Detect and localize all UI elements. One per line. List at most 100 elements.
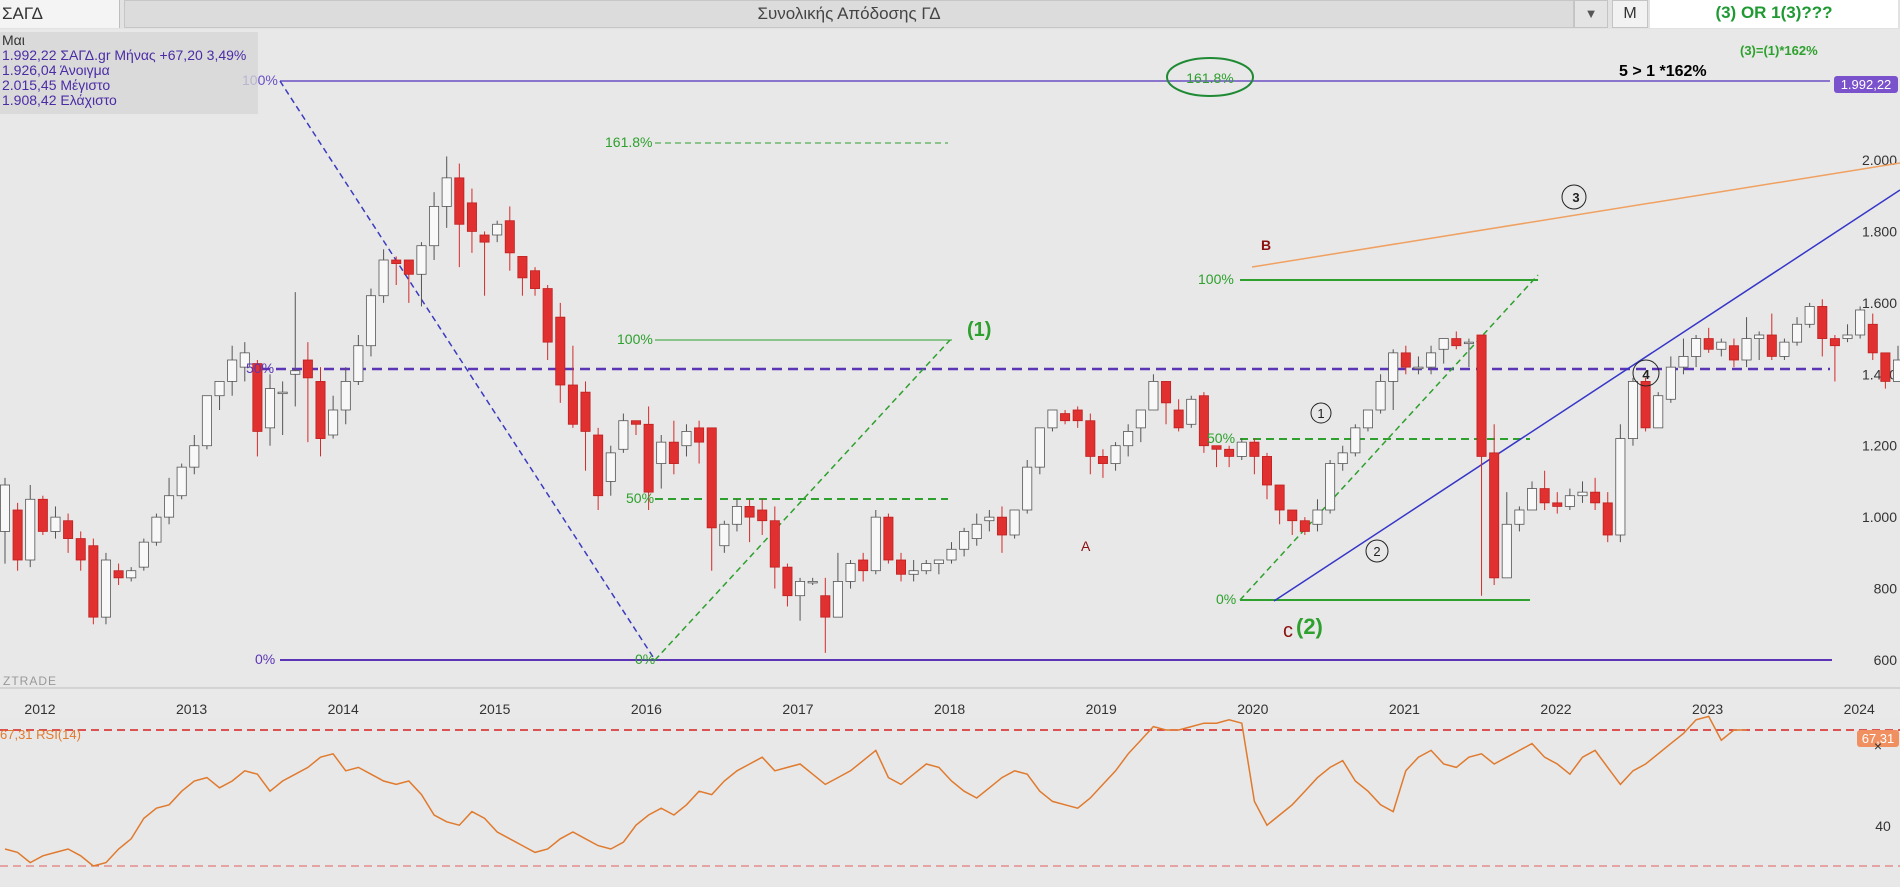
candle: [1413, 366, 1424, 370]
candle: [429, 206, 440, 247]
candle: [1640, 381, 1651, 429]
fib3-0-label: 0%: [1216, 591, 1236, 607]
symbol-input[interactable]: ΣΑΓΔ: [0, 0, 120, 28]
candle: [1842, 334, 1853, 339]
candle: [782, 566, 793, 597]
candle: [403, 259, 414, 275]
y-tick-label: 1.200: [1862, 438, 1897, 454]
candle: [971, 523, 982, 539]
candle: [1691, 338, 1702, 357]
candle: [555, 316, 566, 386]
candle: [1766, 334, 1777, 357]
info-high: 2.015,45 Μέγιστο: [2, 77, 111, 93]
candle: [1198, 395, 1209, 447]
candle: [1527, 488, 1538, 511]
candle: [201, 395, 212, 447]
trend-down-line: [279, 80, 656, 661]
waveC-label: c: [1283, 620, 1293, 642]
candle: [1716, 341, 1727, 350]
candle: [1804, 306, 1815, 325]
x-tick-label: 2023: [1692, 701, 1723, 717]
info-timeframe: Μαι: [2, 32, 25, 48]
candle: [1615, 438, 1626, 536]
info-close: 1.992,22 ΣΑΓΔ.gr Μήνας +67,20 3,49%: [2, 47, 247, 63]
wave-4-label: 4: [1642, 367, 1650, 382]
candle: [908, 570, 919, 575]
rsi-badge: 67,31: [1862, 731, 1895, 746]
x-tick-label: 2013: [176, 701, 207, 717]
x-tick-label: 2015: [479, 701, 510, 717]
candle: [416, 245, 427, 275]
rsi-badge-bg: [1857, 730, 1899, 747]
y-tick-label: 1.000: [1862, 509, 1897, 525]
candle: [353, 345, 364, 382]
wave-circle-1: [1310, 402, 1332, 424]
candle: [1047, 409, 1058, 429]
annotations: 161.8% 100% 50% 0% 161.8% 100% 50% 0% 1 0…: [242, 43, 1818, 667]
y-tick-label: 800: [1874, 581, 1898, 597]
candle: [921, 563, 932, 572]
candle: [441, 177, 452, 207]
chevron-down-icon[interactable]: ▼: [1574, 0, 1608, 28]
wave-circle-2: [1365, 539, 1389, 563]
y-tick-label: 600: [1874, 652, 1898, 668]
ext-ellipse: [1166, 57, 1254, 97]
candle: [1741, 338, 1752, 361]
candle: [1325, 463, 1336, 511]
fib2-0-label: 0%: [635, 651, 655, 667]
x-tick-label: 2016: [631, 701, 662, 717]
candle: [1148, 381, 1159, 411]
candle: [328, 409, 339, 436]
x-tick-label: 2014: [328, 701, 359, 717]
candle: [1337, 452, 1348, 464]
fib2-100-label: 100%: [617, 331, 653, 347]
candle: [530, 270, 541, 289]
candle: [25, 498, 36, 561]
candle: [1451, 338, 1462, 347]
x-axis: 2012 2013 2014 2015 2016 2017 2018 2019 2020 2021…: [24, 701, 1875, 717]
x-tick-label: 2019: [1086, 701, 1117, 717]
candle: [189, 445, 200, 468]
close-icon[interactable]: ×: [1874, 738, 1882, 754]
fib1-0-label: 0%: [255, 651, 275, 667]
candle: [1375, 381, 1386, 411]
fib1-50-label: 50%: [246, 360, 274, 376]
candle: [1186, 398, 1197, 425]
waveA-label: A: [1081, 538, 1091, 554]
candle: [1072, 409, 1083, 422]
candle: [706, 427, 717, 529]
candle: [946, 548, 957, 561]
info-panel: Μαι 1.992,22 ΣΑΓΔ.gr Μήνας +67,20 3,49% …: [0, 32, 258, 114]
candle: [100, 559, 111, 618]
trend-up-line-2: [1239, 274, 1539, 601]
candle: [1097, 456, 1108, 464]
candle: [164, 495, 175, 518]
candle: [176, 466, 187, 497]
candle: [239, 352, 250, 368]
price-badge: 1.992,22: [1841, 77, 1892, 92]
candle: [1123, 431, 1134, 447]
candle: [378, 259, 389, 297]
candle: [1577, 491, 1588, 497]
x-tick-label: 2012: [24, 701, 55, 717]
candle: [1299, 520, 1310, 532]
wave-circle-3: [1561, 184, 1587, 210]
wave-1-label: 1: [1317, 406, 1324, 421]
candle: [1249, 441, 1260, 457]
chart-type-select[interactable]: Συνολικής Απόδοσης ΓΔ: [124, 0, 1574, 28]
price-badge-bg: [1834, 76, 1898, 93]
period-button[interactable]: M: [1612, 0, 1648, 28]
candle: [807, 581, 818, 584]
candle: [567, 384, 578, 425]
candle: [605, 452, 616, 482]
x-tick-label: 2020: [1237, 701, 1268, 717]
candle: [618, 420, 629, 450]
candle: [1779, 341, 1790, 357]
info-open: 1.926,04 Άνοιγμα: [2, 62, 110, 78]
candle: [88, 545, 99, 618]
candle: [580, 391, 591, 432]
candle: [1817, 306, 1828, 339]
y-tick-label: 2.000: [1862, 152, 1897, 168]
candle: [656, 441, 667, 464]
